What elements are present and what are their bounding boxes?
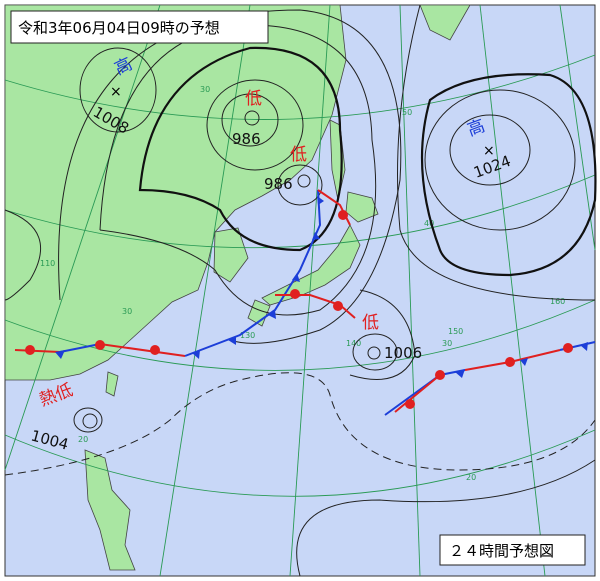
center-mark <box>297 174 311 188</box>
title-box <box>10 10 269 44</box>
grid-label: 20 <box>466 473 476 482</box>
hokkaido <box>345 191 379 223</box>
fronts <box>14 189 596 416</box>
system-symbol: 高 <box>112 54 136 79</box>
pressure-value: 1006 <box>384 344 422 362</box>
system-symbol: 高 <box>465 116 488 141</box>
center-mark: × <box>483 143 495 159</box>
title: 令和3年06月04日09時の予想 <box>18 19 220 37</box>
grid-label: 130 <box>240 331 255 340</box>
grid-label: 110 <box>40 259 55 268</box>
grid-label: 140 <box>346 339 361 348</box>
isobars <box>4 4 597 577</box>
grid-label: 40 <box>424 219 434 228</box>
grid-label: 50 <box>402 108 412 117</box>
center-mark <box>367 346 381 360</box>
philippines <box>84 449 136 571</box>
kyushu <box>247 299 271 327</box>
system-symbol: 低 <box>245 89 262 109</box>
grid-label: 30 <box>122 307 132 316</box>
system-symbol: 低 <box>362 313 379 333</box>
grid-label: 150 <box>448 327 463 336</box>
center-mark: × <box>110 84 122 100</box>
graticule <box>4 4 596 577</box>
taiwan <box>105 371 119 397</box>
pressure-value: 986 <box>264 175 293 193</box>
pressure-value: 986 <box>232 130 261 148</box>
grid-label: 30 <box>442 339 452 348</box>
center-mark <box>82 413 98 429</box>
grid-label: 20 <box>78 435 88 444</box>
kamchatka <box>419 4 471 41</box>
grid-label: 160 <box>550 297 565 306</box>
system-symbol: 低 <box>290 145 307 165</box>
footer-box <box>439 534 586 566</box>
center-mark <box>244 110 260 126</box>
footer-label: ２４時間予想図 <box>449 542 554 560</box>
grid-label: 30 <box>200 85 210 94</box>
grid-labels: 50 40 30 20 110 30 130 140 150 160 30 20 <box>40 85 565 482</box>
honshu <box>261 224 361 306</box>
